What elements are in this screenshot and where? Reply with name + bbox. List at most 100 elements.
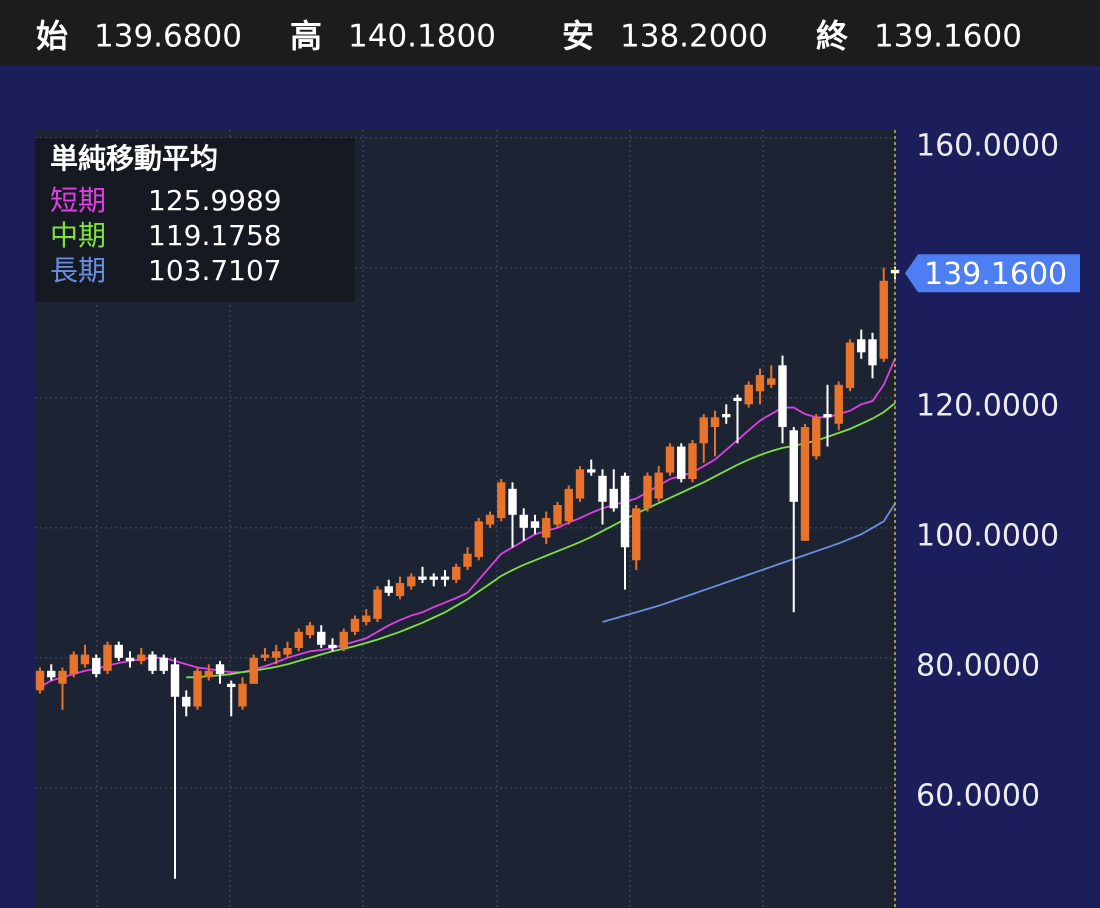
candle-body <box>114 644 123 658</box>
candle-body <box>227 683 236 688</box>
candle-body <box>654 472 663 499</box>
candle-body <box>125 657 135 662</box>
candle-body <box>452 566 461 580</box>
header-value: 139.1600 <box>874 19 1022 55</box>
y-tick-label: 80.0000 <box>916 648 1040 683</box>
candle-body <box>868 339 877 366</box>
candle-body <box>170 664 180 697</box>
candle-body <box>632 508 641 561</box>
moving-average-lines <box>39 358 896 688</box>
candle-body <box>879 280 888 359</box>
candle-body <box>283 648 292 655</box>
candle-body <box>350 618 360 632</box>
candle-body <box>789 430 798 502</box>
candle-body <box>598 475 607 502</box>
candle-body <box>710 417 720 428</box>
candle-body <box>339 631 348 649</box>
candle-body <box>643 475 652 509</box>
candle-body <box>688 443 697 480</box>
header-label: 安 <box>562 17 594 55</box>
candle-body <box>485 514 495 525</box>
legend-title: 単純移動平均 <box>50 142 218 175</box>
candle-body <box>564 488 573 522</box>
candle-body <box>767 378 776 385</box>
legend-value: 125.9989 <box>148 184 282 217</box>
candle-body <box>519 514 528 528</box>
candle-body <box>542 518 551 538</box>
candle-body <box>665 446 675 473</box>
header: 始 139.6800 高 140.1800 安 138.2000 終 139.1600 <box>36 17 1022 55</box>
candle-body <box>384 586 393 593</box>
header-label: 高 <box>290 17 322 55</box>
candle-body <box>193 670 202 707</box>
candle-body <box>249 657 258 684</box>
candle-body <box>182 696 191 707</box>
candle-body <box>137 654 146 662</box>
candle-body <box>418 576 427 580</box>
header-value: 140.1800 <box>348 19 496 55</box>
header-label: 始 <box>36 17 68 55</box>
last-price-tag: 139.1600 <box>905 254 1080 293</box>
candle-body <box>395 583 405 597</box>
candle-body <box>834 384 843 424</box>
legend-name: 中期 <box>50 219 106 252</box>
candle-body <box>575 469 585 499</box>
moving-average-line <box>39 358 896 688</box>
candle-body <box>159 657 168 671</box>
candle-body <box>317 631 326 645</box>
candle-body <box>722 414 731 418</box>
candle-body <box>845 342 855 389</box>
legend-box <box>35 138 355 302</box>
candle-body <box>294 631 303 649</box>
candle-body <box>857 339 866 353</box>
legend-value: 103.7107 <box>148 254 282 287</box>
candle-body <box>530 521 540 528</box>
candle-body <box>508 488 517 515</box>
candle-body <box>800 427 810 541</box>
candle-body <box>755 375 765 392</box>
legend-name: 短期 <box>50 184 106 217</box>
candle-body <box>215 664 225 675</box>
candle-body <box>148 654 157 671</box>
candle-body <box>440 576 450 580</box>
candle-body <box>260 654 270 658</box>
candle-body <box>429 576 438 580</box>
candle-body <box>362 615 371 623</box>
candle-body <box>699 417 708 444</box>
candle-body <box>328 644 337 649</box>
candle-body <box>553 505 562 525</box>
candle-body <box>238 683 247 707</box>
candle-body <box>35 670 45 691</box>
candle-body <box>103 644 112 671</box>
candle-body <box>407 576 416 587</box>
candle-body <box>463 553 472 567</box>
y-tick-label: 120.0000 <box>916 388 1059 423</box>
candle-body <box>620 475 630 548</box>
candle-body <box>69 654 78 675</box>
candle-body <box>80 654 90 665</box>
candle-body <box>609 488 618 509</box>
y-tick-label: 60.0000 <box>916 778 1040 813</box>
candle-body <box>812 417 821 457</box>
y-tick-label: 100.0000 <box>916 518 1059 553</box>
candle-body <box>744 384 753 405</box>
candle-body <box>497 482 506 519</box>
candle-body <box>373 589 382 619</box>
legend-name: 長期 <box>50 254 106 287</box>
moving-average-line <box>602 503 896 623</box>
header-label: 終 <box>816 17 848 55</box>
candle-body <box>204 670 213 678</box>
last-price-marker <box>905 254 1080 293</box>
header-value: 139.6800 <box>94 19 242 55</box>
candle-body <box>58 670 67 684</box>
candles <box>35 266 900 879</box>
candle-body <box>47 670 56 678</box>
last-price-label: 139.1600 <box>924 257 1067 292</box>
candle-body <box>92 657 101 675</box>
candle-body <box>305 625 315 636</box>
candle-body <box>733 397 742 402</box>
y-tick-label: 160.0000 <box>916 128 1059 163</box>
candle-body <box>272 651 281 658</box>
candle-body <box>677 446 686 480</box>
